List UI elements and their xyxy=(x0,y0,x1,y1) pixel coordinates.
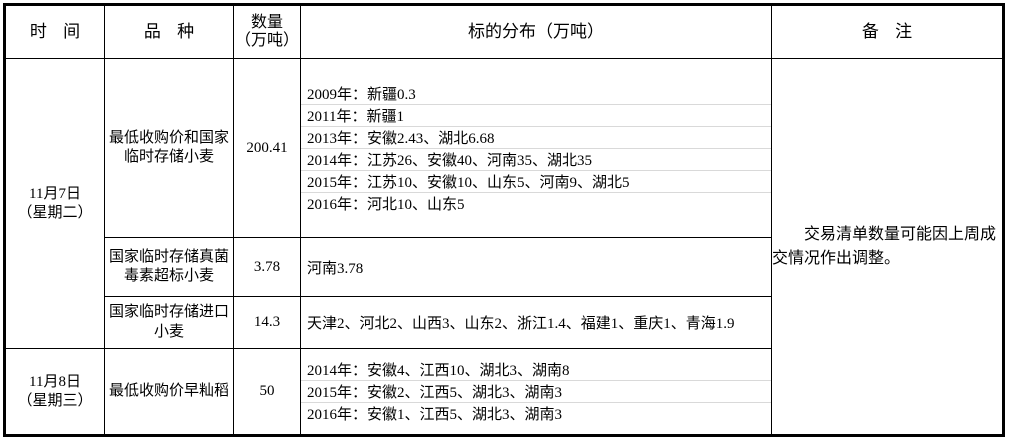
distribution-line-stack-row1: 2009年：新疆0.3 2011年：新疆1 2013年：安徽2.43、湖北6.6… xyxy=(301,83,771,214)
distribution-line: 2009年：新疆0.3 xyxy=(301,83,771,105)
distribution-line: 2015年：江苏10、安徽10、山东5、河南9、湖北5 xyxy=(301,171,771,193)
cell-distribution-row4: 2014年：安徽4、江西10、湖北3、湖南8 2015年：安徽2、江西5、湖北3… xyxy=(300,348,772,436)
header-cell-remark: 备 注 xyxy=(771,4,1004,59)
header-label-remark: 备 注 xyxy=(861,22,919,42)
cell-kind-row2: 国家临时存储真菌毒素超标小麦 xyxy=(104,237,234,297)
cell-kind-row4: 最低收购价早籼稻 xyxy=(104,348,234,436)
cell-remark: 交易清单数量可能因上周成交情况作出调整。 xyxy=(771,58,1004,436)
cell-kind-row3: 国家临时存储进口小麦 xyxy=(104,296,234,349)
header-cell-time: 时 间 xyxy=(4,4,105,59)
cell-distribution-row3: 天津2、河北2、山西3、山东2、浙江1.4、福建1、重庆1、青海1.9 xyxy=(300,296,772,349)
header-label-time: 时 间 xyxy=(29,22,87,42)
time-date-line: 11月7日 xyxy=(29,185,81,202)
distribution-line: 2014年：江苏26、安徽40、河南35、湖北35 xyxy=(301,149,771,171)
table-row: 11月7日 （星期二） 最低收购价和国家临时存储小麦 200.41 2009年：… xyxy=(4,58,1004,436)
distribution-line-stack-row3: 天津2、河北2、山西3、山东2、浙江1.4、福建1、重庆1、青海1.9 xyxy=(301,312,771,333)
cell-distribution-row2: 河南3.78 xyxy=(300,237,772,297)
cell-quantity-row4: 50 xyxy=(233,348,301,436)
cell-quantity-row2: 3.78 xyxy=(233,237,301,297)
distribution-line-stack-row2: 河南3.78 xyxy=(301,257,771,278)
time-date-line: 11月8日 xyxy=(29,373,81,390)
cell-time-nov7: 11月7日 （星期二） xyxy=(4,58,105,349)
cell-quantity-row1: 200.41 xyxy=(233,58,301,238)
table-row: 国家临时存储进口小麦 14.3 天津2、河北2、山西3、山东2、浙江1.4、福建… xyxy=(5,296,1004,349)
trading-schedule-table-sheet: 时 间 品 种 数量 （万吨） 标的分布（万吨） 备 注 xyxy=(3,3,1005,437)
cell-time-nov8: 11月8日 （星期三） xyxy=(4,348,105,436)
cell-distribution-row1: 2009年：新疆0.3 2011年：新疆1 2013年：安徽2.43、湖北6.6… xyxy=(300,58,772,238)
header-label-distribution: 标的分布（万吨） xyxy=(468,22,604,42)
header-cell-distribution: 标的分布（万吨） xyxy=(300,4,772,59)
header-cell-kind: 品 种 xyxy=(104,4,234,59)
distribution-line: 河南3.78 xyxy=(307,260,364,277)
distribution-line: 2015年：安徽2、江西5、湖北3、湖南3 xyxy=(301,381,771,403)
distribution-line: 2016年：河北10、山东5 xyxy=(307,196,465,213)
header-cell-quantity: 数量 （万吨） xyxy=(233,4,301,59)
distribution-line: 2011年：新疆1 xyxy=(301,105,771,127)
distribution-line: 天津2、河北2、山西3、山东2、浙江1.4、福建1、重庆1、青海1.9 xyxy=(307,316,735,332)
distribution-line: 2016年：安徽1、江西5、湖北3、湖南3 xyxy=(307,407,563,423)
distribution-line: 2013年：安徽2.43、湖北6.68 xyxy=(301,127,771,149)
distribution-line: 2014年：安徽4、江西10、湖北3、湖南8 xyxy=(301,359,771,381)
table-row: 国家临时存储真菌毒素超标小麦 3.78 河南3.78 xyxy=(5,237,1004,297)
remark-text: 交易清单数量可能因上周成交情况作出调整。 xyxy=(772,225,997,267)
header-label-quantity-line2: （万吨） xyxy=(234,32,299,49)
time-weekday-line: （星期二） xyxy=(17,204,93,221)
trading-schedule-table: 时 间 品 种 数量 （万吨） 标的分布（万吨） 备 注 xyxy=(3,3,1005,437)
header-label-kind: 品 种 xyxy=(143,22,201,42)
table-header-row: 时 间 品 种 数量 （万吨） 标的分布（万吨） 备 注 xyxy=(4,4,1004,59)
header-label-quantity-line1: 数量 xyxy=(250,13,283,31)
distribution-line-stack-row4: 2014年：安徽4、江西10、湖北3、湖南8 2015年：安徽2、江西5、湖北3… xyxy=(301,359,771,424)
cell-kind-row1: 最低收购价和国家临时存储小麦 xyxy=(104,58,234,238)
table-row: 11月8日 （星期三） 最低收购价早籼稻 50 2014年：安徽4、江西10、湖… xyxy=(4,348,1004,436)
time-weekday-line: （星期三） xyxy=(17,392,93,409)
cell-quantity-row3: 14.3 xyxy=(233,296,301,349)
